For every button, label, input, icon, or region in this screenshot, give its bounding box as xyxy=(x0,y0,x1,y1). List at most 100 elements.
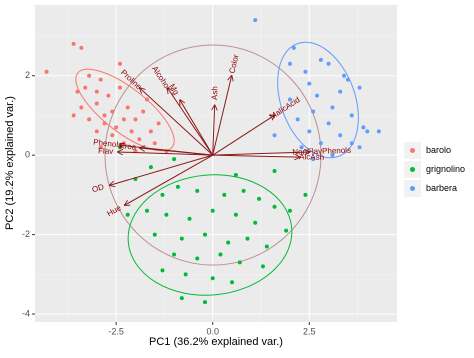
point xyxy=(117,85,122,90)
ellipse xyxy=(127,174,293,296)
point xyxy=(315,93,320,98)
point xyxy=(303,69,308,74)
loading-label: OD xyxy=(91,182,105,194)
point xyxy=(71,41,76,46)
point xyxy=(164,212,169,217)
loading-arrow xyxy=(140,88,214,156)
point xyxy=(303,192,308,197)
point xyxy=(110,133,115,138)
point xyxy=(361,125,366,130)
loading-arrow xyxy=(213,105,215,156)
point xyxy=(71,113,76,118)
point xyxy=(218,252,223,257)
point xyxy=(141,109,146,114)
y-axis-title: PC2 (19.2% explained var.) xyxy=(4,96,16,230)
loading-arrow xyxy=(212,115,275,156)
legend-marker xyxy=(410,186,415,191)
legend-label: barbera xyxy=(426,183,457,193)
point xyxy=(187,216,192,221)
point xyxy=(79,45,84,50)
point xyxy=(257,196,262,201)
point xyxy=(222,192,227,197)
loading-arrow xyxy=(180,100,214,156)
point xyxy=(307,129,312,134)
point xyxy=(83,85,88,90)
x-tick-label: 0.0 xyxy=(206,326,219,336)
loading-arrow xyxy=(118,152,213,156)
point xyxy=(253,220,258,225)
point xyxy=(195,188,200,193)
point xyxy=(237,260,242,265)
point xyxy=(137,137,142,142)
point xyxy=(172,157,177,162)
point xyxy=(299,145,304,150)
loading-label: Color xyxy=(227,53,240,74)
loading-arrow xyxy=(212,155,300,157)
x-tick-label: 2.5 xyxy=(303,326,316,336)
point xyxy=(260,264,265,269)
point xyxy=(357,145,362,150)
point xyxy=(125,105,130,110)
point xyxy=(145,97,150,102)
point xyxy=(202,232,207,237)
loading-arrow xyxy=(125,154,213,205)
point xyxy=(284,228,289,233)
point xyxy=(338,89,343,94)
point xyxy=(365,129,370,134)
loading-arrow xyxy=(110,154,213,185)
point xyxy=(338,133,343,138)
point xyxy=(210,208,215,213)
point xyxy=(175,184,180,189)
point xyxy=(272,204,277,209)
loading-label: AlcAsh xyxy=(299,152,324,162)
point xyxy=(311,157,316,162)
point xyxy=(357,85,362,90)
point xyxy=(226,240,231,245)
point xyxy=(125,212,130,217)
point xyxy=(75,89,80,94)
y-tick-label: 0 xyxy=(25,150,30,160)
point xyxy=(272,169,277,174)
point xyxy=(179,236,184,241)
point xyxy=(172,252,177,257)
loading-arrow xyxy=(140,148,213,156)
loading-arrow xyxy=(212,76,232,156)
loading-label: Phenols xyxy=(93,138,123,150)
point xyxy=(129,129,134,134)
point xyxy=(160,192,165,197)
point xyxy=(133,117,138,122)
point xyxy=(210,276,215,281)
point xyxy=(98,77,103,82)
loading-label: Proa xyxy=(119,141,137,152)
point xyxy=(376,129,381,134)
y-tick-label: -4 xyxy=(22,308,30,318)
point xyxy=(202,300,207,305)
loading-arrow xyxy=(212,152,310,156)
point xyxy=(148,165,153,170)
point xyxy=(106,93,111,98)
point xyxy=(253,18,258,23)
point xyxy=(94,89,99,94)
point xyxy=(110,109,115,114)
point xyxy=(326,121,331,126)
loading-label: NonFlavPhenols xyxy=(292,146,351,157)
point xyxy=(349,113,354,118)
point xyxy=(156,121,161,126)
legend-marker xyxy=(410,167,415,172)
point xyxy=(102,113,107,118)
point xyxy=(342,73,347,78)
point xyxy=(94,129,99,134)
point xyxy=(326,61,331,66)
point xyxy=(272,133,277,138)
point xyxy=(87,73,92,78)
ellipse xyxy=(277,41,359,159)
point xyxy=(287,61,292,66)
point xyxy=(152,232,157,237)
point xyxy=(311,109,316,114)
point xyxy=(287,208,292,213)
point xyxy=(318,57,323,62)
point xyxy=(114,125,119,130)
legend-label: barolo xyxy=(426,145,451,155)
legend-label: grignolino xyxy=(426,164,465,174)
